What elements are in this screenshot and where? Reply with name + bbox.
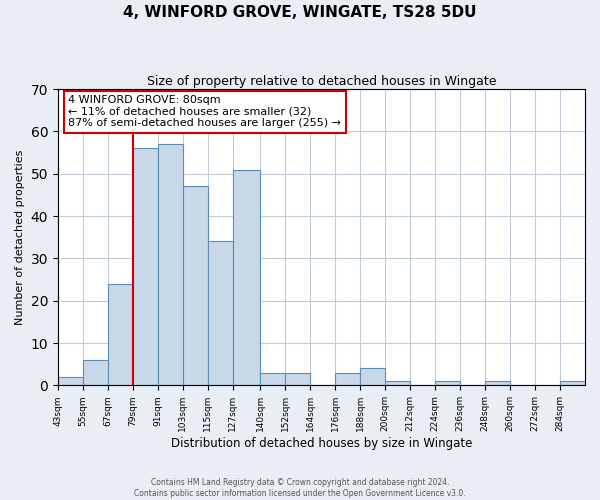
X-axis label: Distribution of detached houses by size in Wingate: Distribution of detached houses by size …	[171, 437, 472, 450]
Bar	[158, 144, 183, 386]
Bar	[83, 360, 108, 386]
Bar	[435, 381, 460, 386]
Bar	[560, 381, 585, 386]
Bar	[133, 148, 158, 386]
Bar	[385, 381, 410, 386]
Bar	[285, 372, 310, 386]
Bar	[208, 242, 233, 386]
Text: 4, WINFORD GROVE, WINGATE, TS28 5DU: 4, WINFORD GROVE, WINGATE, TS28 5DU	[123, 5, 477, 20]
Text: 4 WINFORD GROVE: 80sqm
← 11% of detached houses are smaller (32)
87% of semi-det: 4 WINFORD GROVE: 80sqm ← 11% of detached…	[68, 95, 341, 128]
Y-axis label: Number of detached properties: Number of detached properties	[15, 150, 25, 325]
Bar	[183, 186, 208, 386]
Bar	[360, 368, 385, 386]
Bar	[108, 284, 133, 386]
Bar	[260, 372, 285, 386]
Bar	[58, 377, 83, 386]
Bar	[233, 170, 260, 386]
Bar	[335, 372, 360, 386]
Title: Size of property relative to detached houses in Wingate: Size of property relative to detached ho…	[147, 75, 496, 88]
Text: Contains HM Land Registry data © Crown copyright and database right 2024.
Contai: Contains HM Land Registry data © Crown c…	[134, 478, 466, 498]
Bar	[485, 381, 510, 386]
